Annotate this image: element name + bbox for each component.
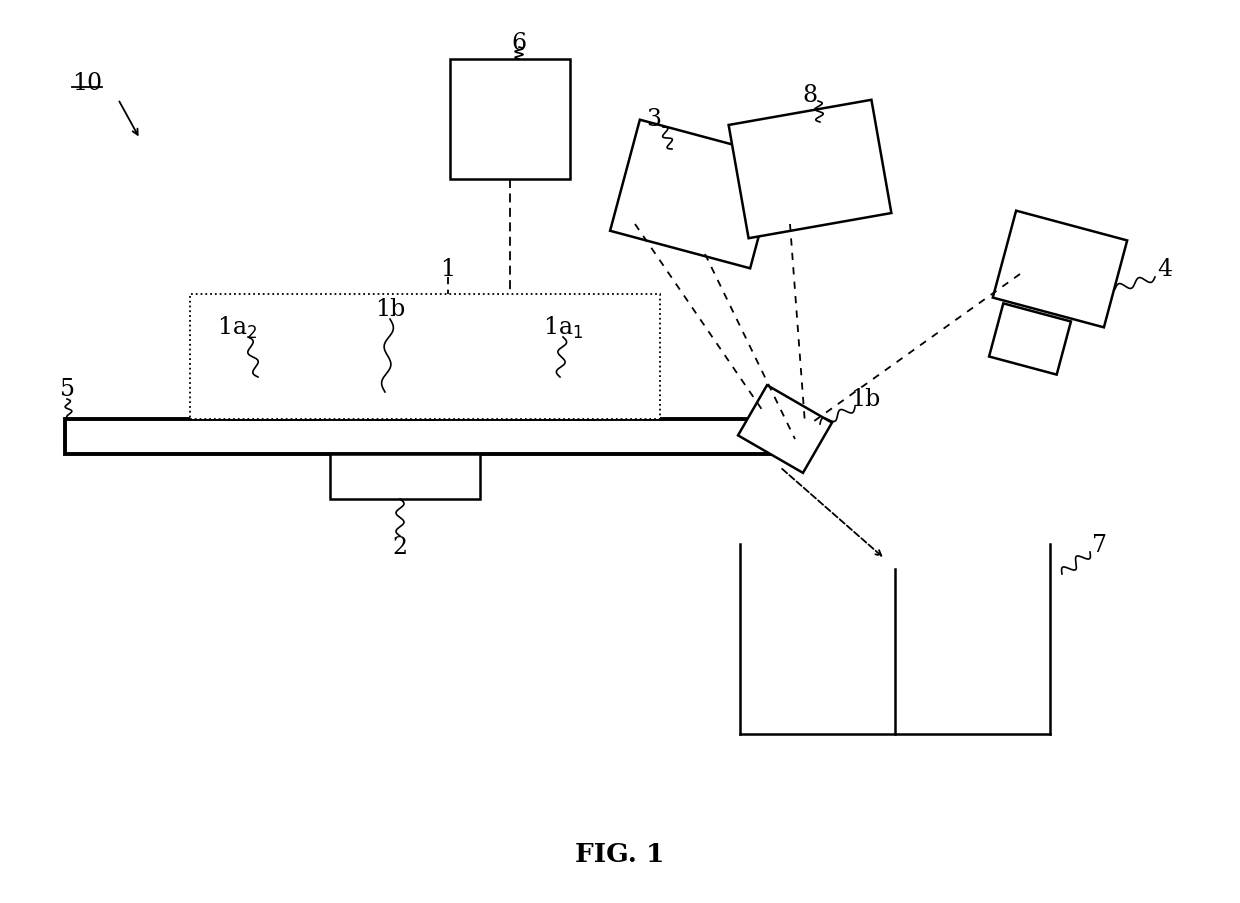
Text: 7: 7 xyxy=(1092,533,1107,556)
Text: 5: 5 xyxy=(60,378,74,401)
Polygon shape xyxy=(990,304,1071,376)
Text: 1b: 1b xyxy=(374,298,405,321)
Text: FIG. 1: FIG. 1 xyxy=(575,842,665,867)
Bar xyxy=(370,392,435,420)
Bar xyxy=(510,377,595,420)
Text: 2: 2 xyxy=(392,535,408,559)
Text: 8: 8 xyxy=(802,83,817,107)
Polygon shape xyxy=(738,386,832,473)
Text: 10: 10 xyxy=(72,72,102,95)
Text: 1a$_2$: 1a$_2$ xyxy=(217,314,257,340)
Text: 4: 4 xyxy=(1157,258,1173,281)
Polygon shape xyxy=(610,121,780,269)
Polygon shape xyxy=(993,211,1127,328)
Bar xyxy=(190,294,660,420)
Bar xyxy=(64,420,785,454)
Polygon shape xyxy=(729,100,892,239)
Bar xyxy=(229,377,315,420)
Text: 6: 6 xyxy=(511,32,527,55)
Text: 1b: 1b xyxy=(849,388,880,411)
Bar xyxy=(450,60,570,180)
Text: 1: 1 xyxy=(440,258,455,281)
Bar xyxy=(330,454,480,499)
Text: 3: 3 xyxy=(646,108,661,131)
Text: 1a$_1$: 1a$_1$ xyxy=(543,314,583,340)
